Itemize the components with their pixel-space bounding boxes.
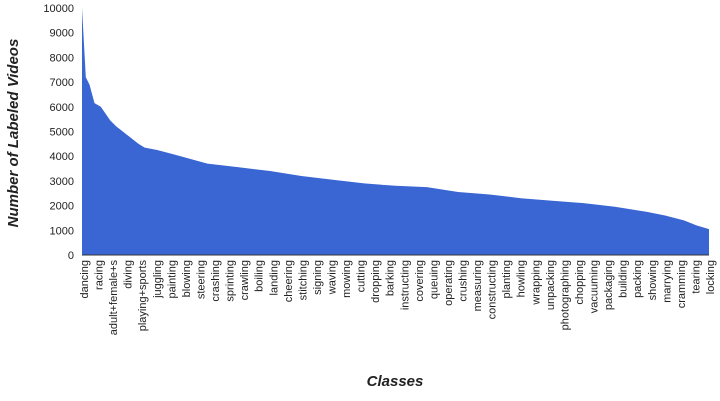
y-tick-label: 9000 [50, 28, 74, 40]
x-tick-label: covering [414, 260, 426, 302]
x-tick-label: juggling [152, 260, 164, 299]
x-tick-label: steering [196, 260, 208, 299]
x-tick-label: waving [327, 260, 339, 295]
y-tick-label: 3000 [50, 176, 74, 188]
x-tick-label: cheering [283, 260, 295, 302]
y-tick-labels: 0 1000 2000 3000 4000 5000 6000 7000 8000 9000 100… [43, 3, 74, 262]
x-tick-label: constructing [487, 260, 499, 319]
y-tick-label: 5000 [50, 127, 74, 139]
x-tick-label: howling [516, 260, 528, 297]
x-tick-label: diving [123, 260, 135, 289]
x-tick-label: wrapping [530, 260, 542, 306]
x-tick-label: operating [443, 260, 455, 306]
x-tick-label: tearing [690, 260, 702, 294]
y-tick-label: 0 [68, 250, 74, 262]
x-tick-label: unpacking [545, 260, 557, 310]
x-tick-label: packaging [603, 260, 615, 310]
x-tick-label: crushing [458, 260, 470, 302]
x-tick-label: mowing [341, 260, 353, 298]
x-tick-label: barking [385, 260, 397, 296]
x-tick-label: playing+sports [137, 260, 149, 332]
x-tick-label: dancing [79, 260, 91, 299]
y-tick-label: 1000 [50, 225, 74, 237]
x-tick-label: marrying [661, 260, 673, 303]
x-tick-label: signing [312, 260, 324, 295]
x-tick-label: packing [632, 260, 644, 298]
x-tick-label: blowing [181, 260, 193, 297]
x-tick-label: chopping [574, 260, 586, 305]
x-tick-label: dropping [370, 260, 382, 303]
x-tick-label: locking [705, 260, 717, 294]
x-tick-label: crashing [210, 260, 222, 302]
y-tick-label: 10000 [43, 3, 74, 15]
y-axis-title: Number of Labeled Videos [5, 39, 22, 228]
x-tick-label: photographing [559, 260, 571, 330]
y-tick-label: 7000 [50, 77, 74, 89]
x-tick-label: building [618, 260, 630, 298]
y-tick-label: 8000 [50, 52, 74, 64]
y-tick-label: 2000 [50, 201, 74, 213]
x-tick-label: stitching [297, 260, 309, 300]
y-tick-label: 6000 [50, 102, 74, 114]
x-tick-label: landing [268, 260, 280, 295]
x-tick-labels: dancing racing adult+female+s diving playing… [79, 260, 717, 336]
x-tick-label: sprinting [225, 260, 237, 302]
x-tick-label: cutting [356, 260, 368, 292]
x-tick-label: queuing [428, 260, 440, 299]
x-tick-label: showing [647, 260, 659, 300]
area-series [82, 8, 709, 255]
x-tick-label: vacuuming [589, 260, 601, 313]
x-tick-label: measuring [472, 260, 484, 311]
x-tick-label: crawling [239, 260, 251, 300]
x-tick-label: instructing [399, 260, 411, 310]
x-tick-label: painting [166, 260, 178, 299]
x-tick-label: planting [501, 260, 513, 299]
y-tick-label: 4000 [50, 151, 74, 163]
x-tick-label: racing [94, 260, 106, 290]
x-tick-label: boiling [254, 260, 266, 292]
x-tick-label: adult+female+s [108, 260, 120, 336]
x-tick-label: cramming [676, 260, 688, 308]
x-axis-title: Classes [367, 373, 424, 390]
